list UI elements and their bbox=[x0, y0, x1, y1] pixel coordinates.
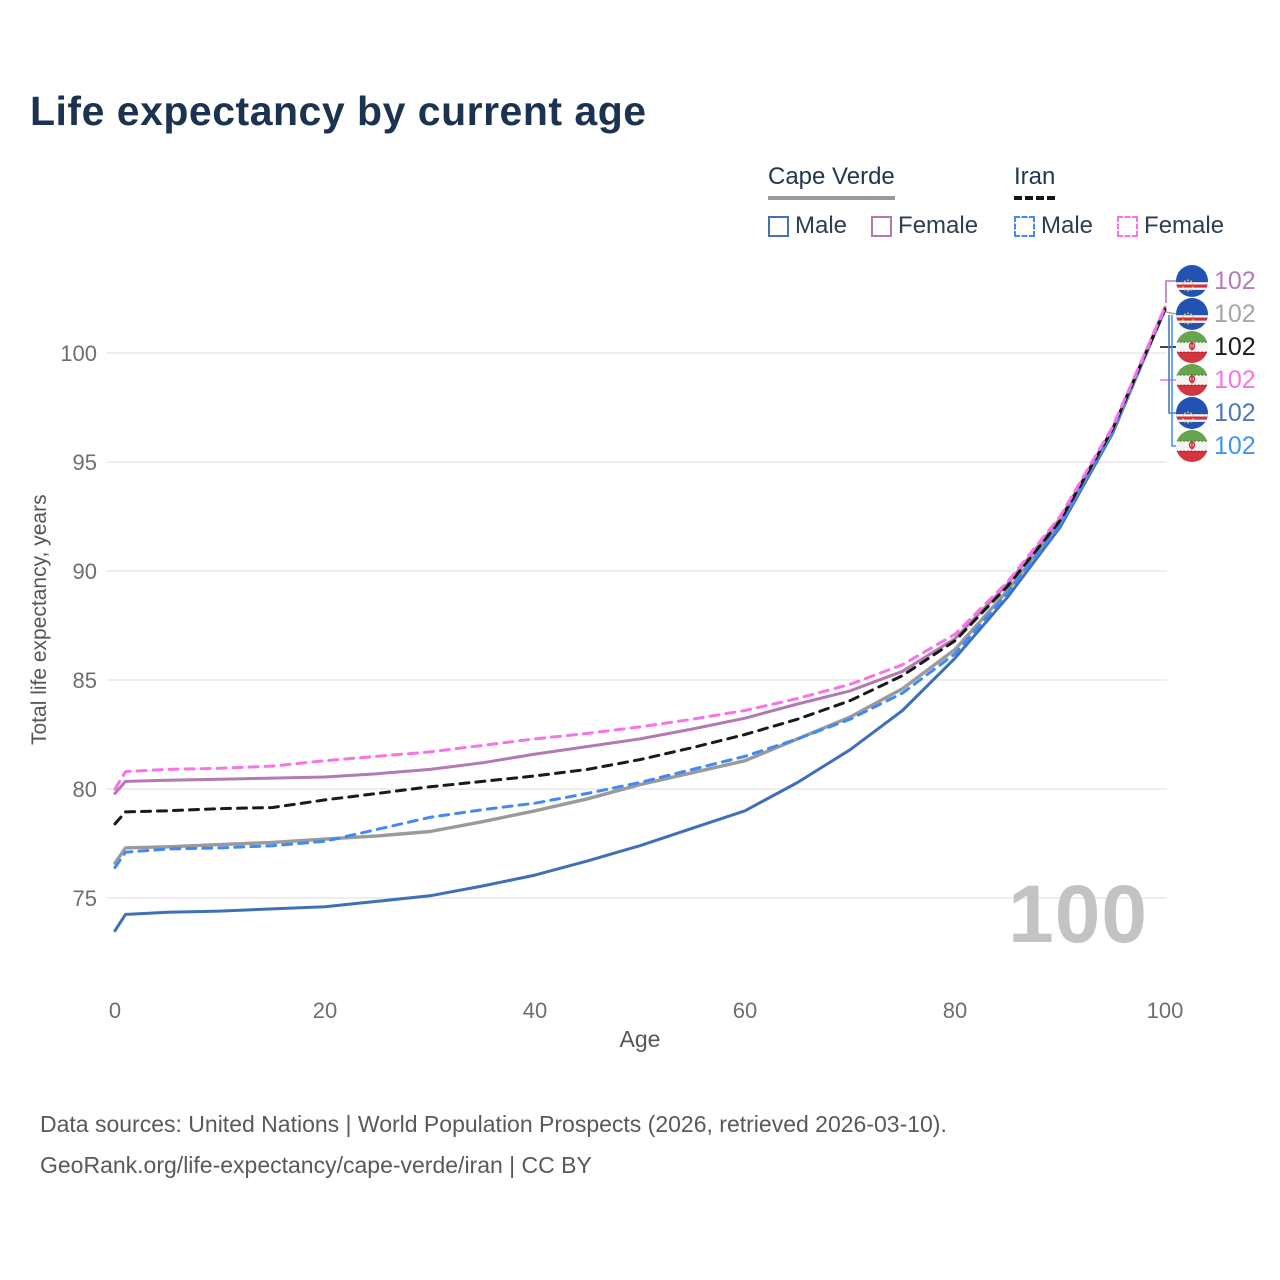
series-line-iran-female bbox=[113, 305, 1167, 791]
age-watermark: 100 bbox=[1008, 869, 1148, 960]
cape-verde-flag-icon bbox=[1176, 298, 1208, 330]
legend-group-cape-verde: Cape Verde Male Female bbox=[768, 163, 996, 240]
iran-flag-icon bbox=[1176, 331, 1208, 363]
x-axis-title: Age bbox=[619, 1026, 661, 1052]
callout-row-iran-male: 102 bbox=[1176, 430, 1256, 462]
callout-row-iran-female: 102 bbox=[1176, 364, 1256, 396]
iran-flag-icon bbox=[1176, 430, 1208, 462]
callout-row-cape-verde-female: 102 bbox=[1176, 265, 1256, 297]
y-tick-label: 75 bbox=[73, 886, 97, 911]
dashed-blue-swatch-icon bbox=[1014, 215, 1035, 237]
callout-connector bbox=[1171, 315, 1176, 447]
callout-value: 102 bbox=[1214, 266, 1256, 295]
y-tick-label: 80 bbox=[73, 777, 97, 802]
legend-item-cape-verde-male[interactable]: Male bbox=[768, 212, 847, 240]
callout-row-cape-verde-male: 102 bbox=[1176, 397, 1256, 429]
legend-item-label: Female bbox=[898, 212, 979, 239]
series-line-iran-male bbox=[113, 307, 1167, 869]
solid-purple-swatch-icon bbox=[871, 215, 893, 237]
x-tick-label: 20 bbox=[313, 998, 337, 1023]
x-tick-label: 0 bbox=[109, 998, 121, 1023]
callout-row-iran: 102 bbox=[1176, 331, 1256, 363]
x-tick-label: 40 bbox=[523, 998, 547, 1023]
y-tick-label: 100 bbox=[60, 341, 97, 366]
y-tick-label: 85 bbox=[73, 668, 97, 693]
footer-line-license: GeoRank.org/life-expectancy/cape-verde/i… bbox=[40, 1152, 592, 1178]
data-sources-footer: Data sources: United Nations | World Pop… bbox=[40, 1104, 947, 1186]
legend-item-iran-male[interactable]: Male bbox=[1014, 212, 1093, 240]
callout-row-cape-verde: 102 bbox=[1176, 298, 1256, 330]
x-tick-label: 80 bbox=[943, 998, 967, 1023]
series-line-cape-verde-male bbox=[113, 307, 1167, 933]
cape-verde-flag-icon bbox=[1176, 397, 1208, 429]
solid-blue-swatch-icon bbox=[768, 215, 789, 237]
callout-value: 102 bbox=[1214, 398, 1256, 427]
y-tick-label: 95 bbox=[73, 450, 97, 475]
iran-flag-icon bbox=[1176, 364, 1208, 396]
callout-connector bbox=[1165, 311, 1177, 315]
legend-item-label: Female bbox=[1144, 212, 1225, 239]
x-tick-label: 100 bbox=[1147, 998, 1184, 1023]
legend-header-cape-verde[interactable]: Cape Verde bbox=[768, 163, 895, 200]
y-tick-label: 90 bbox=[73, 559, 97, 584]
callout-connector bbox=[1165, 280, 1176, 303]
callout-connector bbox=[1168, 315, 1176, 414]
page-title: Life expectancy by current age bbox=[30, 88, 647, 134]
legend-header-iran[interactable]: Iran bbox=[1014, 163, 1056, 200]
legend-item-iran-female[interactable]: Female bbox=[1117, 212, 1224, 240]
legend-row-cape-verde: Male Female bbox=[768, 212, 996, 240]
dashed-pink-swatch-icon bbox=[1117, 215, 1139, 237]
series-line-cape-verde-female bbox=[113, 305, 1167, 795]
legend-row-iran: Male Female bbox=[1014, 212, 1242, 240]
cape-verde-flag-icon bbox=[1176, 265, 1208, 297]
legend-item-cape-verde-female[interactable]: Female bbox=[871, 212, 978, 240]
footer-line-sources: Data sources: United Nations | World Pop… bbox=[40, 1111, 947, 1137]
x-tick-label: 60 bbox=[733, 998, 757, 1023]
legend-item-label: Male bbox=[795, 212, 848, 239]
callout-value: 102 bbox=[1214, 431, 1256, 460]
legend-item-label: Male bbox=[1041, 212, 1094, 239]
y-axis-title: Total life expectancy, years bbox=[28, 494, 51, 746]
series-line-iran bbox=[113, 307, 1167, 826]
legend-group-iran: Iran Male Female bbox=[1014, 163, 1242, 240]
series-line-cape-verde bbox=[113, 307, 1167, 865]
callout-value: 102 bbox=[1214, 332, 1256, 361]
callout-value: 102 bbox=[1214, 299, 1256, 328]
callout-value: 102 bbox=[1214, 365, 1256, 394]
